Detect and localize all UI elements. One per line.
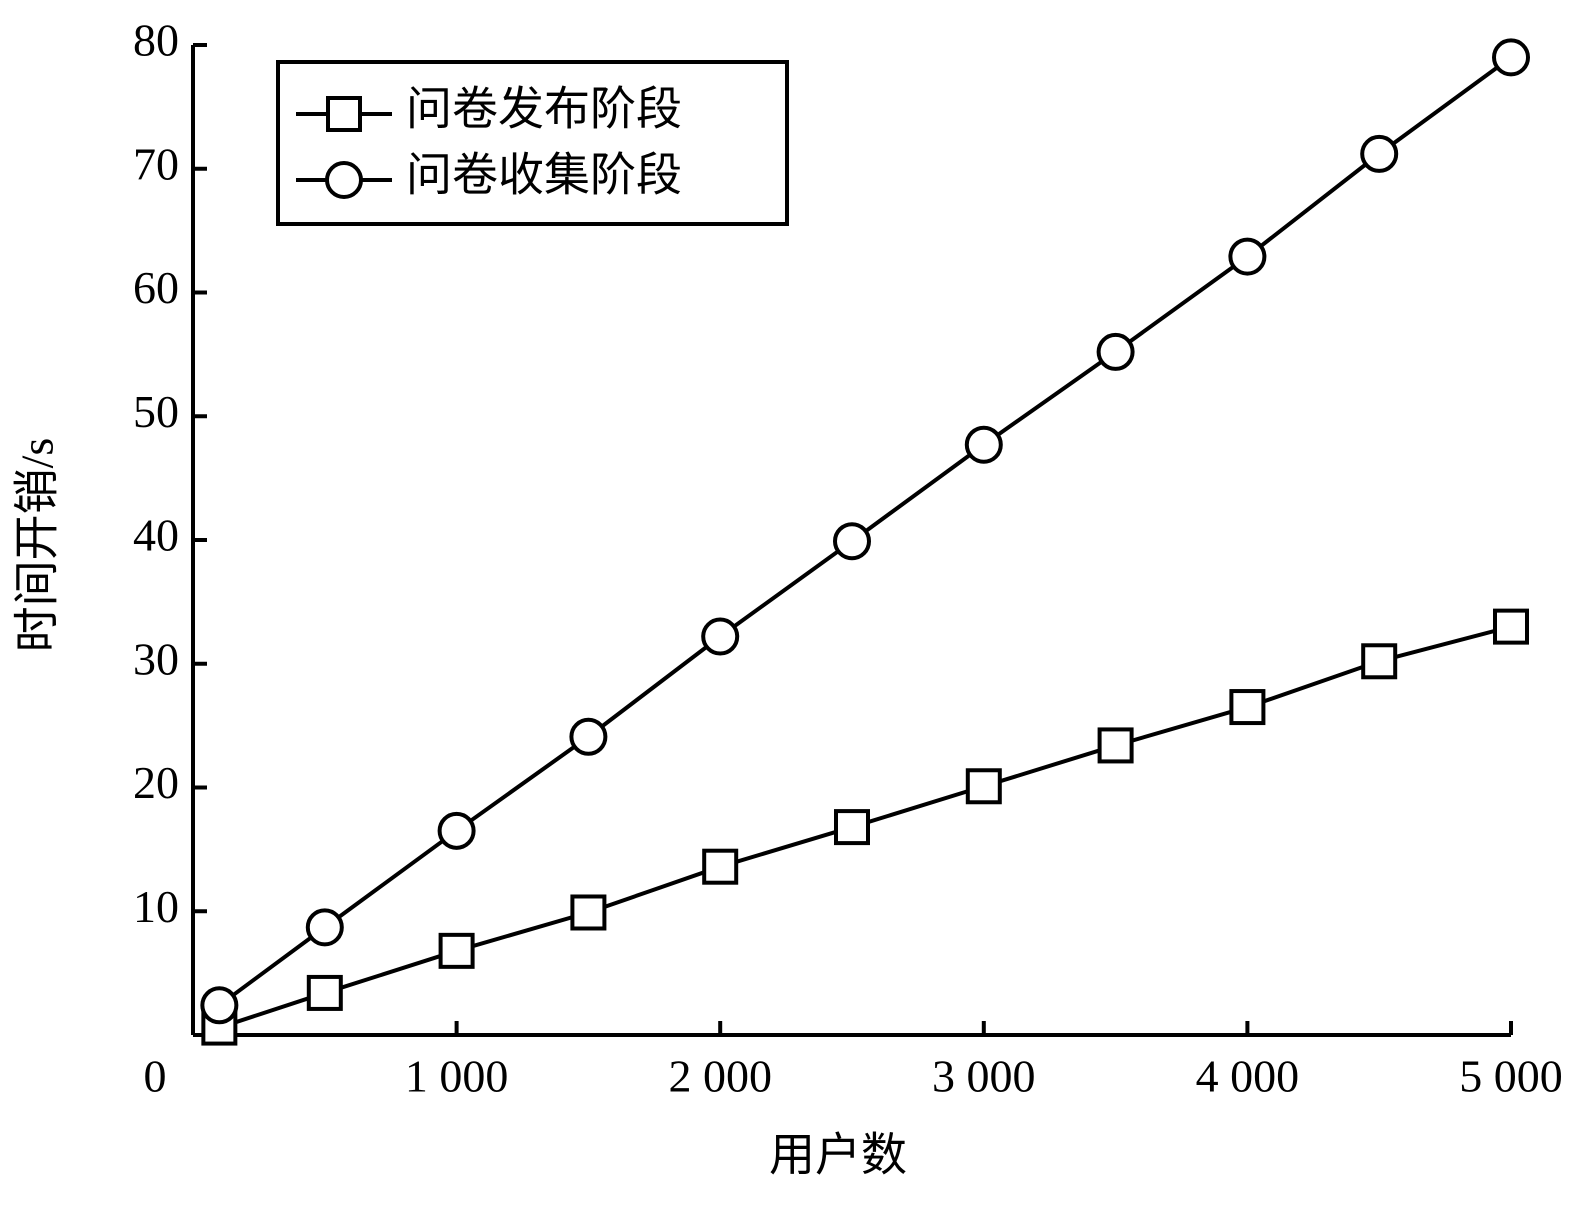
data-point [964,425,1003,464]
y-tick-label: 40 [133,510,179,561]
x-tick-label: 0 [144,1051,167,1102]
data-point [834,809,870,846]
data-point [437,811,476,850]
legend-label: 问卷发布阶段 [406,84,682,135]
data-point [701,617,740,656]
data-point [1228,237,1267,276]
y-tick-label: 20 [133,757,179,808]
data-point [965,768,1002,805]
legend-label: 问卷收集阶段 [406,150,682,201]
y-tick-label: 70 [133,138,179,189]
y-tick-label: 80 [133,15,179,66]
data-point [702,848,739,885]
data-point [1360,134,1399,173]
data-point [569,717,608,756]
x-tick-label: 2 000 [668,1051,772,1102]
legend-marker [326,96,362,132]
data-point [438,932,475,969]
data-point [1229,689,1266,726]
data-point [1097,727,1134,764]
y-tick-label: 10 [133,881,179,932]
data-point [306,974,343,1011]
y-tick-label: 30 [133,633,179,684]
x-axis-label: 用户数 [769,1130,907,1181]
data-point [570,894,607,931]
data-point [200,986,239,1025]
y-axis-label: 时间开销/s [12,438,63,653]
data-point [1492,38,1530,77]
x-tick-label: 4 000 [1196,1051,1300,1102]
data-point [833,522,871,561]
y-tick-label: 50 [133,386,179,437]
x-tick-label: 5 000 [1459,1051,1563,1102]
data-point [305,908,344,947]
legend-marker [325,161,363,199]
data-point [1361,643,1398,680]
y-tick-label: 60 [133,262,179,313]
x-tick-label: 3 000 [932,1051,1036,1102]
data-point [1493,608,1529,645]
x-tick-label: 1 000 [405,1051,509,1102]
legend-box [276,60,789,226]
data-point [1096,332,1135,371]
